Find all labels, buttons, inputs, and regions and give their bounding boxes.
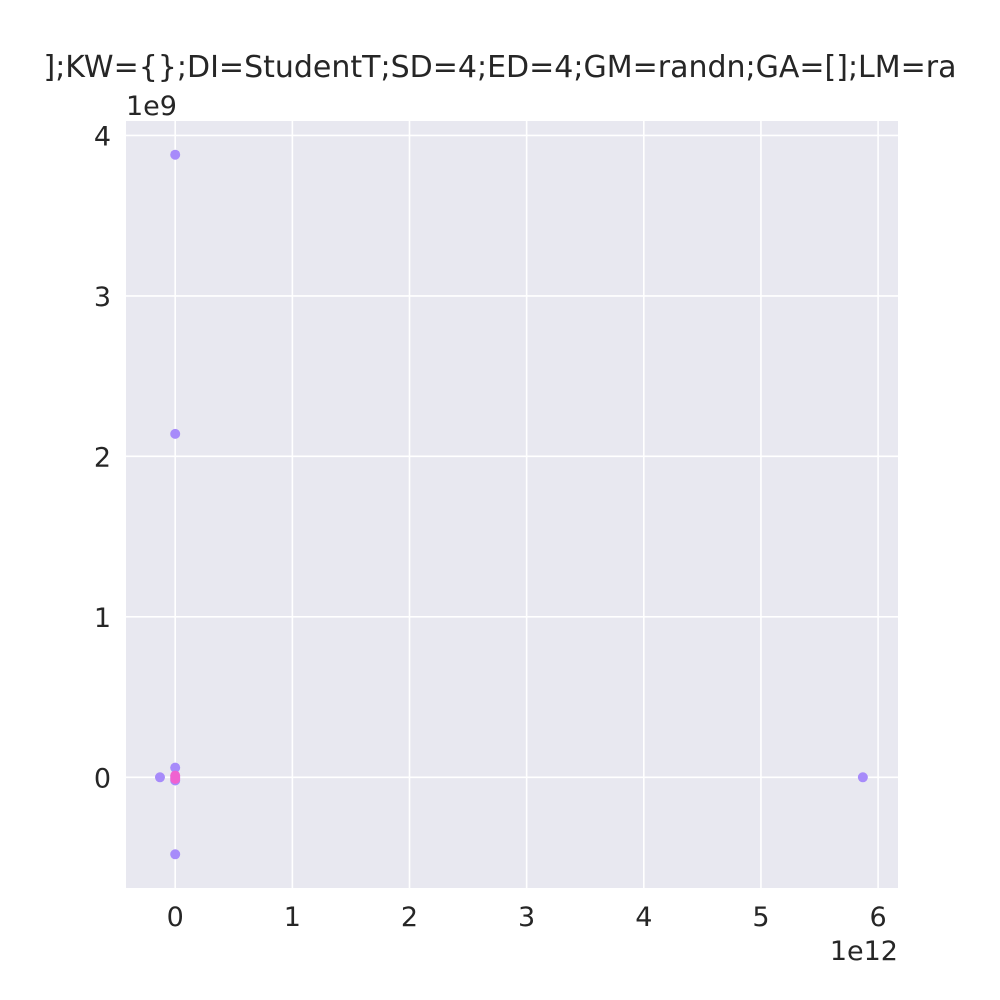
x-axis-offset-label: 1e12: [830, 936, 898, 967]
y-tick-label: 3: [94, 282, 111, 313]
x-tick-label: 5: [752, 902, 769, 933]
y-axis-offset-label: 1e9: [126, 91, 177, 122]
grid-lines: [126, 121, 898, 888]
y-tick-label: 1: [94, 603, 111, 634]
x-tick-label: 1: [284, 902, 301, 933]
data-point: [857, 772, 868, 783]
x-tick-label: 6: [869, 902, 886, 933]
y-tick-label: 2: [94, 442, 111, 473]
x-tick-label: 4: [635, 902, 652, 933]
chart-title: ];KW={};DI=StudentT;SD=4;ED=4;GM=randn;G…: [43, 50, 957, 85]
data-point: [170, 428, 181, 439]
plot-background: [126, 121, 898, 888]
y-tick-label: 0: [94, 763, 111, 794]
data-point: [154, 772, 165, 783]
x-tick-label: 2: [401, 902, 418, 933]
x-tick-label: 3: [518, 902, 535, 933]
data-point: [170, 149, 181, 160]
data-point: [170, 849, 181, 860]
x-tick-label: 0: [167, 902, 184, 933]
data-points: [154, 149, 868, 860]
y-tick-label: 4: [94, 121, 111, 152]
tick-labels: 0 1 2 3 4 5 6 0 1 2 3 4: [94, 121, 887, 933]
data-point: [170, 762, 181, 773]
data-point: [170, 773, 181, 784]
